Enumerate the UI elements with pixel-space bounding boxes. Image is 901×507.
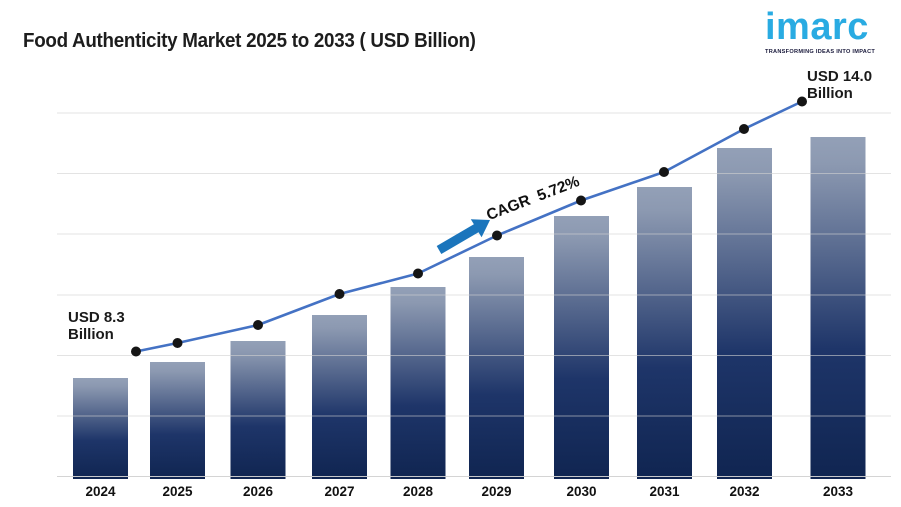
end-value-label: USD 14.0 Billion <box>807 68 872 102</box>
data-point-marker-2025 <box>172 338 183 348</box>
bar-2028 <box>390 287 446 479</box>
x-axis-label-2033: 2033 <box>823 484 854 499</box>
bar-2029 <box>469 257 524 479</box>
bar-2033 <box>810 137 866 479</box>
end-value-line1: USD 14.0 <box>807 68 873 85</box>
bar-2026 <box>230 341 286 479</box>
bar-2031 <box>637 187 692 479</box>
data-point-marker-2031 <box>659 167 669 177</box>
cagr-arrow-group <box>436 219 490 254</box>
start-value-line2: Billion <box>68 326 114 343</box>
gridlines-group <box>57 112 891 477</box>
data-point-marker-2029 <box>492 230 502 241</box>
data-point-marker-2033 <box>797 96 807 107</box>
imarc-logo-tagline: TRANSFORMING IDEAS INTO IMPACT <box>765 49 876 55</box>
bar-2027 <box>312 315 367 479</box>
bar-2032 <box>717 148 772 479</box>
start-value-line1: USD 8.3 <box>68 309 125 326</box>
x-axis-label-2032: 2032 <box>729 484 759 499</box>
cagr-arrow-icon <box>436 219 490 254</box>
data-point-marker-2028 <box>413 268 423 279</box>
x-axis-label-2026: 2026 <box>243 484 274 499</box>
data-point-marker-2030 <box>576 195 586 206</box>
data-point-marker-2024 <box>131 346 141 357</box>
data-point-marker-2027 <box>334 289 345 299</box>
data-point-marker-2026 <box>253 320 263 330</box>
end-value-line2: Billion <box>807 85 853 102</box>
x-axis-label-2030: 2030 <box>566 484 596 499</box>
trend-line-group <box>134 100 804 353</box>
x-axis-labels: 2024 2025 2026 2027 2028 2029 2030 2031 2032 2033 <box>85 484 853 499</box>
trend-line <box>134 100 804 353</box>
x-axis-label-2029: 2029 <box>481 484 511 499</box>
bar-2030 <box>554 216 609 479</box>
x-axis-label-2024: 2024 <box>85 484 116 499</box>
chart-title: Food Authenticity Market 2025 to 2033 ( … <box>23 30 476 52</box>
bar-2024 <box>73 378 128 479</box>
imarc-logo: imarc TRANSFORMING IDEAS INTO IMPACT <box>765 8 887 55</box>
data-point-marker-2032 <box>739 124 749 134</box>
bar-2025 <box>150 362 205 479</box>
bars-group <box>73 137 866 479</box>
start-value-label: USD 8.3 Billion <box>68 309 125 343</box>
imarc-logo-wordmark: imarc <box>765 6 869 48</box>
x-axis-label-2027: 2027 <box>324 484 354 499</box>
x-axis-label-2031: 2031 <box>649 484 680 499</box>
x-axis-label-2025: 2025 <box>162 484 193 499</box>
data-point-markers <box>131 96 807 357</box>
x-axis-label-2028: 2028 <box>403 484 434 499</box>
